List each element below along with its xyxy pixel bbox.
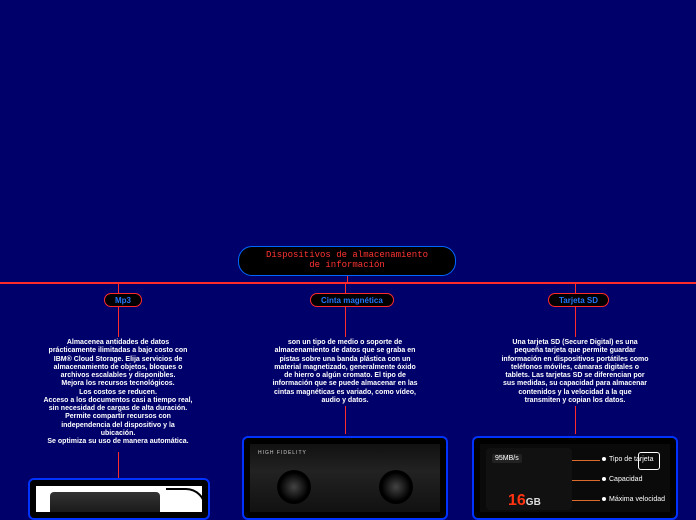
sd-callout-type: Tipo de tarjeta: [602, 456, 654, 463]
connector: [0, 282, 696, 284]
sdcard-graphic: 95MB/s 16GB Tipo de tarjeta Capacidad Má…: [480, 444, 670, 512]
root-node[interactable]: Dispositivos de almacenamiento de inform…: [238, 246, 456, 276]
desc-cinta-text: son un tipo de medio o soporte de almace…: [256, 339, 434, 405]
connector: [575, 284, 576, 293]
connector: [345, 307, 346, 337]
connector: [118, 307, 119, 337]
image-mp3[interactable]: [28, 478, 210, 520]
branch-cinta-label: Cinta magnética: [321, 296, 383, 305]
external-drive-graphic: [36, 486, 202, 512]
connector: [345, 406, 346, 434]
branch-sd[interactable]: Tarjeta SD: [548, 293, 609, 307]
desc-cinta: son un tipo de medio o soporte de almace…: [256, 339, 434, 405]
branch-mp3[interactable]: Mp3: [104, 293, 142, 307]
desc-sd: Una tarjeta SD (Secure Digital) es una p…: [484, 339, 666, 405]
branch-sd-label: Tarjeta SD: [559, 296, 598, 305]
branch-cinta[interactable]: Cinta magnética: [310, 293, 394, 307]
connector: [575, 307, 576, 337]
branch-mp3-label: Mp3: [115, 296, 131, 305]
connector: [118, 284, 119, 293]
sd-speed: 95MB/s: [492, 454, 522, 463]
desc-sd-text: Una tarjeta SD (Secure Digital) es una p…: [484, 339, 666, 405]
cassette-graphic: HIGH FIDELITY: [250, 444, 440, 512]
image-sd[interactable]: 95MB/s 16GB Tipo de tarjeta Capacidad Má…: [472, 436, 678, 520]
connector: [345, 284, 346, 293]
sd-callout-capacity: Capacidad: [602, 476, 642, 483]
root-label: Dispositivos de almacenamiento de inform…: [266, 251, 428, 271]
desc-mp3: Almacenea antidades de datos prácticamen…: [28, 339, 208, 446]
cassette-label: HIGH FIDELITY: [254, 448, 436, 458]
connector: [575, 406, 576, 434]
desc-mp3-text: Almacenea antidades de datos prácticamen…: [28, 339, 208, 446]
sd-capacity: 16GB: [508, 492, 541, 510]
connector: [118, 452, 119, 478]
image-cinta[interactable]: HIGH FIDELITY: [242, 436, 448, 520]
sd-callout-speed: Máxima velocidad: [602, 496, 665, 503]
